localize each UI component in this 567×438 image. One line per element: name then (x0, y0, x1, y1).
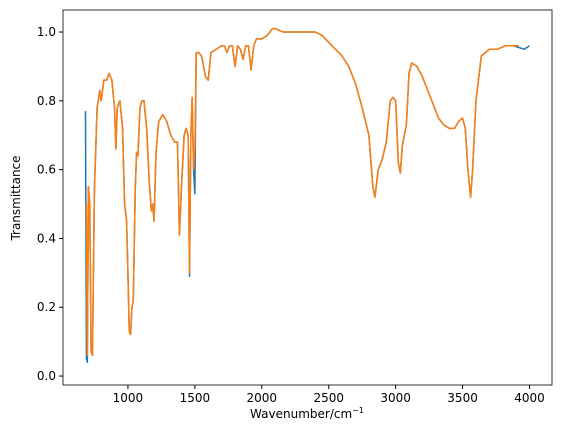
plot-frame (62, 9, 553, 386)
x-axis-label-superscript: −1 (352, 406, 364, 415)
x-tick-label: 1500 (180, 391, 211, 405)
x-tick-label: 3000 (380, 391, 411, 405)
x-tick-label: 2000 (247, 391, 278, 405)
y-tick-label: 0.6 (37, 163, 56, 177)
y-tick-label: 0.4 (37, 231, 56, 245)
x-tick-label: 2500 (313, 391, 344, 405)
y-tick-label: 0.0 (37, 369, 56, 383)
y-axis-label: Transmittance (9, 155, 23, 241)
x-tick-label: 1000 (113, 391, 144, 405)
x-tick-label: 3500 (447, 391, 478, 405)
x-axis-label: Wavenumber/cm−1 (250, 406, 364, 421)
y-tick-label: 0.2 (37, 300, 56, 314)
x-axis-label-text: Wavenumber/cm (250, 407, 352, 421)
y-tick-label: 1.0 (37, 25, 56, 39)
x-tick-label: 4000 (514, 391, 545, 405)
y-tick-label: 0.8 (37, 94, 56, 108)
series-line (85, 27, 519, 357)
series-line (84, 27, 530, 364)
